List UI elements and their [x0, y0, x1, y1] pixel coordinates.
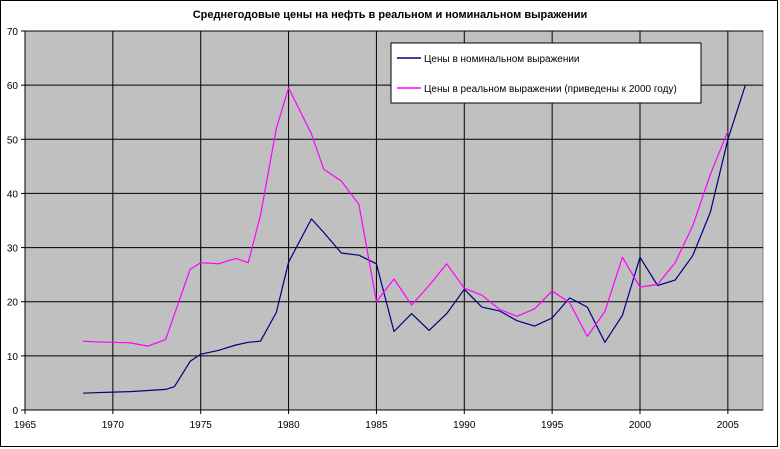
x-tick-label: 1990 [453, 420, 476, 431]
x-tick-label: 2000 [629, 420, 652, 431]
y-tick-label: 60 [7, 81, 19, 92]
y-tick-label: 50 [7, 135, 19, 146]
x-tick-label: 1975 [190, 420, 213, 431]
x-tick-label: 1970 [102, 420, 125, 431]
y-tick-label: 40 [7, 189, 19, 200]
series-line-nominal [82, 84, 746, 394]
legend-label-nominal: Цены в номинальном выражении [424, 54, 580, 65]
y-tick-label: 70 [7, 27, 19, 38]
x-tick-label: 1995 [541, 420, 564, 431]
x-tick-label: 1965 [14, 420, 37, 431]
x-tick-label: 1980 [277, 420, 300, 431]
x-tick-label: 2005 [717, 420, 740, 431]
y-tick-label: 20 [7, 298, 19, 309]
chart-title: Среднегодовые цены на нефть в реальном и… [192, 9, 588, 21]
series-line-real [82, 87, 729, 347]
y-tick-label: 30 [7, 244, 19, 255]
y-tick-label: 10 [7, 352, 19, 363]
x-tick-label: 1985 [365, 420, 388, 431]
y-tick-label: 0 [12, 406, 18, 417]
legend-box [390, 42, 702, 104]
legend-label-real: Цены в реальном выражении (приведены к 2… [424, 84, 677, 95]
